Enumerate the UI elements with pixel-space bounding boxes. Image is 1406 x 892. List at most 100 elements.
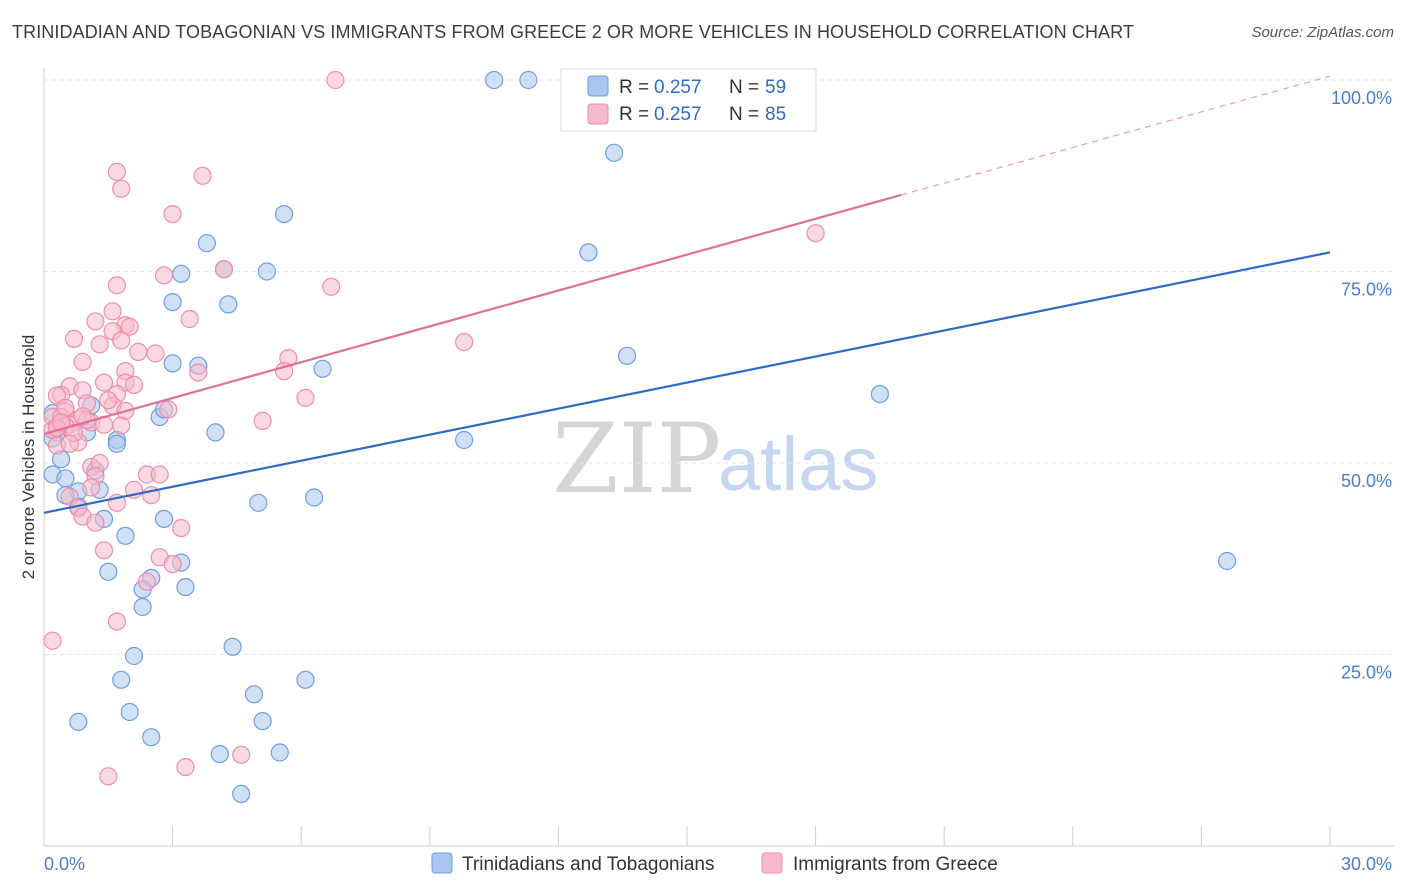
trinidad-point-29 bbox=[56, 469, 75, 488]
greece-point-4 bbox=[163, 205, 182, 224]
bottom-legend-pink-swatch bbox=[761, 852, 783, 874]
trinidad-point-11 bbox=[313, 359, 332, 378]
greece-point-71 bbox=[43, 631, 62, 650]
trinidad-point-54 bbox=[142, 728, 161, 747]
legend-blue-r-value: 0.257 bbox=[654, 77, 702, 98]
legend-pink-r-label: R = bbox=[619, 104, 649, 125]
legend-blue-n-value: 59 bbox=[765, 77, 786, 98]
trinidad-point-55 bbox=[210, 744, 229, 764]
greece-point-5 bbox=[806, 224, 825, 243]
greece-point-19 bbox=[90, 335, 109, 354]
trinidad-point-24 bbox=[206, 423, 225, 442]
greece-point-66 bbox=[94, 541, 114, 560]
trinidad-point-3 bbox=[275, 205, 294, 224]
greece-point-25 bbox=[189, 363, 208, 382]
trinidad-point-38 bbox=[116, 526, 135, 545]
trinidad-point-0 bbox=[485, 70, 504, 90]
trinidad-point-49 bbox=[296, 670, 315, 689]
y-axis-label: 2 or more Vehicles in Household bbox=[19, 335, 38, 580]
watermark-zip: ZIP bbox=[552, 403, 721, 515]
trinidad-point-48 bbox=[112, 670, 131, 689]
trend-line-trinidadians bbox=[43, 251, 1331, 514]
greece-point-47 bbox=[253, 411, 272, 430]
x-tick-label-end: 30.0% bbox=[1341, 854, 1392, 874]
trinidad-point-2 bbox=[604, 143, 624, 162]
trinidad-point-15 bbox=[870, 385, 890, 404]
trinidad-point-47 bbox=[124, 646, 144, 666]
greece-point-2 bbox=[193, 166, 212, 185]
legend-pink-n-label: N = bbox=[729, 104, 759, 125]
trinidad-point-52 bbox=[69, 712, 88, 732]
legend-blue-r-label: R = bbox=[619, 77, 649, 98]
trinidad-point-5 bbox=[172, 264, 191, 283]
greece-point-10 bbox=[103, 302, 122, 321]
trinidad-point-41 bbox=[99, 562, 118, 581]
greece-point-21 bbox=[146, 344, 165, 363]
legend-pink-n-value: 85 bbox=[765, 104, 786, 125]
greece-point-14 bbox=[120, 317, 139, 336]
greece-point-58 bbox=[82, 478, 101, 497]
greece-point-38 bbox=[159, 400, 178, 419]
y-tick-label-3: 25.0% bbox=[1341, 663, 1392, 683]
greece-point-7 bbox=[154, 266, 174, 285]
series-greece-points bbox=[43, 70, 825, 786]
watermark-atlas: atlas bbox=[718, 422, 879, 507]
trend-line-greece bbox=[43, 193, 902, 435]
trinidad-point-9 bbox=[163, 293, 182, 312]
y-tick-label-1: 75.0% bbox=[1341, 280, 1392, 300]
greece-point-65 bbox=[172, 518, 191, 538]
greece-point-34 bbox=[296, 388, 315, 407]
legend-blue-n-label: N = bbox=[729, 77, 759, 98]
greece-point-80 bbox=[124, 375, 144, 394]
bottom-legend-blue-label: Trinidadians and Tobagonians bbox=[462, 854, 714, 875]
greece-point-68 bbox=[163, 554, 182, 574]
x-axis-ticks bbox=[43, 826, 1331, 846]
trinidad-point-33 bbox=[249, 493, 268, 512]
greece-point-18 bbox=[455, 332, 474, 352]
greece-point-74 bbox=[99, 767, 118, 786]
greece-point-81 bbox=[73, 407, 92, 426]
trinidad-point-1 bbox=[519, 70, 538, 90]
greece-point-0 bbox=[326, 70, 345, 90]
greece-point-6 bbox=[214, 260, 234, 279]
trinidad-point-37 bbox=[154, 509, 174, 529]
legend-pink-swatch bbox=[587, 103, 609, 125]
y-tick-labels: 100.0% 75.0% 50.0% 25.0% bbox=[1331, 88, 1392, 683]
bottom-legend-pink-label: Immigrants from Greece bbox=[793, 854, 998, 875]
trinidad-point-4 bbox=[197, 234, 216, 253]
trinidad-point-10 bbox=[219, 295, 238, 314]
trinidad-point-25 bbox=[455, 430, 474, 450]
greece-point-23 bbox=[73, 352, 92, 371]
legend-pink-r-value: 0.257 bbox=[654, 104, 702, 125]
greece-point-73 bbox=[232, 745, 251, 764]
greece-point-8 bbox=[107, 276, 127, 295]
greece-point-82 bbox=[60, 434, 79, 453]
greece-point-9 bbox=[322, 277, 341, 296]
grid bbox=[44, 79, 1394, 655]
greece-point-1 bbox=[107, 162, 127, 181]
greece-point-12 bbox=[180, 309, 199, 329]
trinidad-point-14 bbox=[617, 346, 637, 365]
trinidad-point-7 bbox=[257, 262, 276, 281]
trinidad-point-45 bbox=[133, 597, 152, 617]
trinidad-point-51 bbox=[120, 702, 139, 722]
greece-point-69 bbox=[137, 572, 156, 591]
bottom-legend-blue-swatch bbox=[431, 852, 453, 874]
trinidad-point-8 bbox=[579, 243, 598, 262]
trend-lines bbox=[43, 75, 1331, 514]
greece-point-70 bbox=[107, 612, 127, 631]
greece-point-16 bbox=[64, 329, 84, 348]
trinidad-point-23 bbox=[107, 434, 127, 453]
greece-point-56 bbox=[150, 465, 169, 484]
x-tick-label-start: 0.0% bbox=[44, 854, 85, 874]
trinidad-point-56 bbox=[270, 743, 289, 762]
trinidad-point-39 bbox=[1217, 551, 1237, 571]
trend-line-greece-extension bbox=[901, 75, 1331, 196]
greece-point-64 bbox=[86, 513, 105, 532]
trinidad-point-57 bbox=[232, 784, 251, 804]
source-label: Source: ZipAtlas.com bbox=[1251, 24, 1394, 41]
y-tick-label-0: 100.0% bbox=[1331, 88, 1392, 108]
legend-blue-swatch bbox=[587, 75, 609, 97]
legend-box: R = 0.257 N = 59 R = 0.257 N = 85 bbox=[560, 68, 817, 132]
trinidad-point-12 bbox=[163, 354, 182, 373]
